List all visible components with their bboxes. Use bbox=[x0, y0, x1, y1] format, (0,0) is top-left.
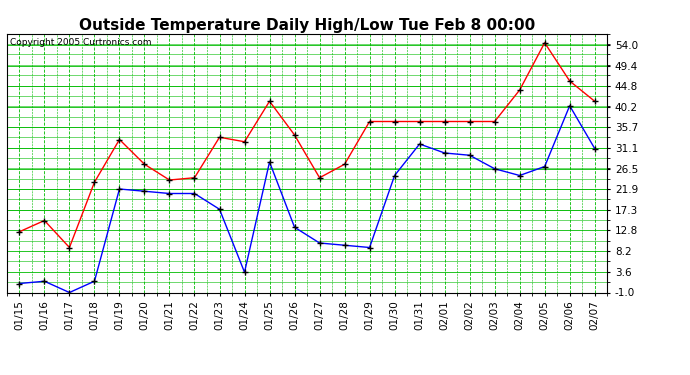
Title: Outside Temperature Daily High/Low Tue Feb 8 00:00: Outside Temperature Daily High/Low Tue F… bbox=[79, 18, 535, 33]
Text: Copyright 2005 Curtronics.com: Copyright 2005 Curtronics.com bbox=[10, 38, 151, 46]
